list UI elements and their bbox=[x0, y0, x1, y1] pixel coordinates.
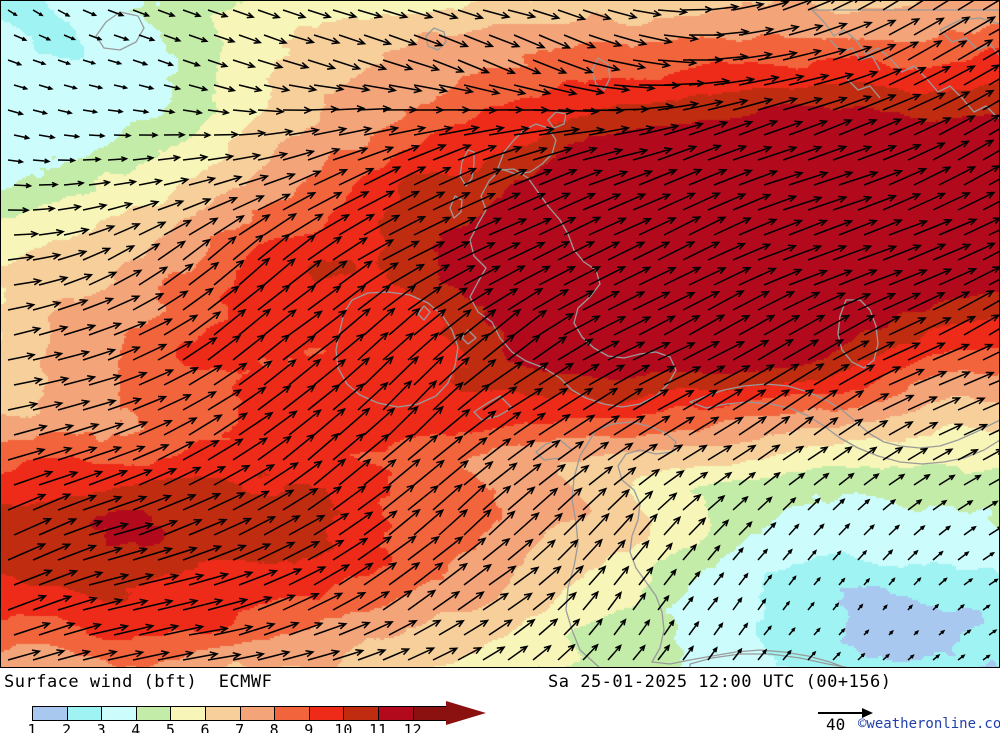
colorbar-tick-10: 10 bbox=[334, 721, 353, 733]
valid-time-label: Sa 25-01-2025 12:00 UTC (00+156) bbox=[548, 672, 892, 692]
colorbar-tick-4: 4 bbox=[131, 721, 141, 733]
colorbar-swatch-11 bbox=[377, 706, 413, 721]
colorbar-tick-6: 6 bbox=[200, 721, 210, 733]
legend-speed-value: 40 bbox=[826, 715, 846, 733]
colorbar-swatch-10 bbox=[343, 706, 378, 721]
colorbar-swatch-7 bbox=[239, 706, 275, 721]
colorbar-swatch-6 bbox=[204, 706, 240, 721]
map-title: Surface wind (bft) ECMWF bbox=[4, 672, 273, 692]
colorbar-overflow-arrow bbox=[446, 701, 486, 725]
colorbar-tick-3: 3 bbox=[96, 721, 106, 733]
colorbar-swatch-4 bbox=[135, 706, 171, 721]
copyright-label: ©weatheronline.co.uk bbox=[858, 716, 1000, 732]
colorbar-swatch-8 bbox=[274, 706, 309, 721]
colorbar-tick-9: 9 bbox=[304, 721, 314, 733]
colorbar-swatch-2 bbox=[66, 706, 102, 721]
colorbar-swatch-1 bbox=[32, 706, 67, 721]
colorbar-tick-labels: 1 2 3 4 5 6 7 8 9 10 11 12 bbox=[27, 721, 452, 733]
wind-speed-shading-layer bbox=[0, 0, 1000, 668]
colorbar-tick-11: 11 bbox=[368, 721, 388, 733]
colorbar-tick-12: 12 bbox=[403, 721, 422, 733]
colorbar-swatch-9 bbox=[308, 706, 344, 721]
legend-arrow-head-icon bbox=[862, 707, 873, 718]
wind-vector-legend bbox=[818, 706, 878, 718]
colorbar-tick-1: 1 bbox=[27, 721, 37, 733]
colorbar-tick-8: 8 bbox=[269, 721, 279, 733]
colorbar-tick-5: 5 bbox=[165, 721, 175, 733]
wind-scale-colorbar[interactable] bbox=[32, 706, 448, 721]
colorbar-tick-2: 2 bbox=[62, 721, 72, 733]
legend-arrow-shaft bbox=[818, 712, 866, 714]
colorbar-swatch-3 bbox=[101, 706, 136, 721]
colorbar-tick-7: 7 bbox=[235, 721, 245, 733]
colorbar-swatch-12 bbox=[412, 706, 448, 721]
colorbar-swatch-5 bbox=[170, 706, 205, 721]
weather-map-panel[interactable] bbox=[0, 0, 1000, 668]
map-footer: Surface wind (bft) ECMWF Sa 25-01-2025 1… bbox=[0, 668, 1000, 733]
